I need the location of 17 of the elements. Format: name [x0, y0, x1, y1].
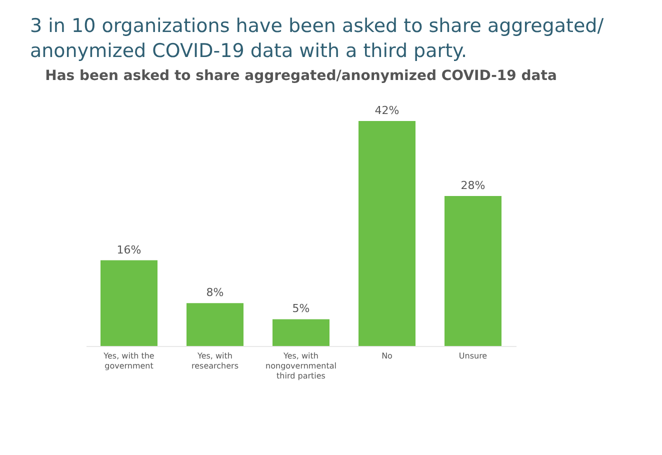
data-label: 42%: [374, 104, 400, 117]
bar: [358, 121, 416, 346]
data-label: 5%: [292, 302, 310, 316]
x-tick-label: Yes, with nongovernmental third parties: [266, 352, 336, 380]
chart-subtitle: Has been asked to share aggregated/anonymized COVID-19 data: [45, 68, 557, 84]
bar: [272, 319, 330, 346]
x-tick-label: Unsure: [458, 352, 488, 360]
x-tick-label: No: [382, 352, 393, 360]
data-label: 16%: [116, 243, 142, 256]
bar: [186, 303, 244, 346]
bar: [100, 260, 158, 346]
bar: [444, 196, 502, 346]
x-tick-label: Yes, with researchers: [192, 352, 238, 370]
data-label: 8%: [206, 286, 224, 300]
x-tick-label: Yes, with the government: [102, 352, 154, 370]
data-label: 28%: [460, 179, 486, 192]
chart-title: 3 in 10 organizations have been asked to share aggregated/ anonymized COVID-19 data with a third party.: [29, 14, 605, 64]
